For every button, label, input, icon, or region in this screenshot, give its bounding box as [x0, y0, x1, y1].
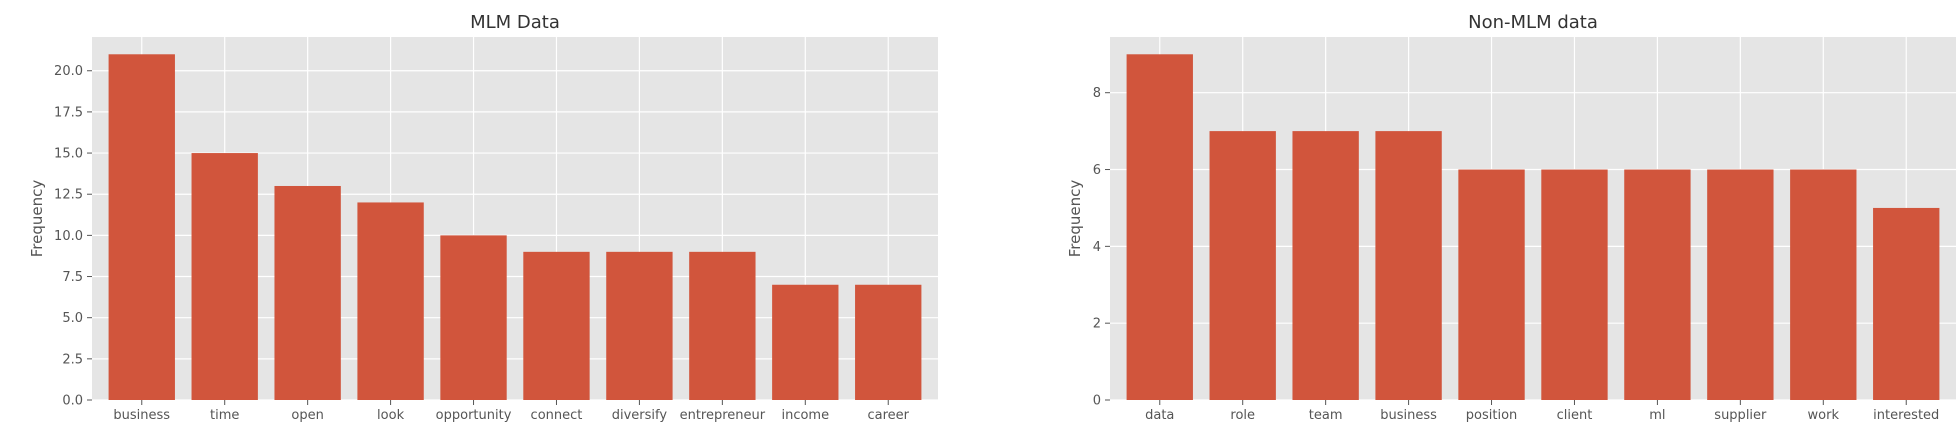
- bar-work: [1790, 169, 1857, 400]
- y-tick-label: 6: [1093, 163, 1101, 178]
- x-tick-label: career: [867, 408, 909, 423]
- bar-supplier: [1707, 169, 1774, 400]
- bar-ml: [1624, 169, 1691, 400]
- bar-role: [1209, 131, 1276, 400]
- x-tick-label: position: [1466, 408, 1518, 423]
- y-tick-label: 17.5: [54, 105, 83, 120]
- bar-data: [1126, 54, 1193, 401]
- y-tick-label: 8: [1093, 86, 1101, 101]
- x-tick-label: entrepreneur: [680, 408, 766, 423]
- x-tick-label: look: [377, 408, 405, 423]
- x-tick-label: interested: [1873, 408, 1939, 423]
- bar-diversify: [606, 251, 673, 400]
- bar-interested: [1873, 207, 1940, 400]
- y-axis-label: Frequency: [28, 180, 46, 258]
- y-tick-label: 15.0: [54, 147, 83, 162]
- y-tick-labels: 0.0 2.5 5.0 7.5 10.0 12.5 15.0 17.5 20.0: [54, 64, 83, 408]
- y-tick-label: 2: [1093, 317, 1101, 332]
- y-tick-label: 0: [1093, 394, 1101, 409]
- y-axis-label: Frequency: [1066, 180, 1084, 258]
- y-tick-label: 0.0: [62, 394, 83, 409]
- bar-position: [1458, 169, 1525, 400]
- bar-career: [855, 284, 922, 400]
- bar-open: [274, 185, 341, 400]
- bar-business: [1375, 131, 1442, 400]
- x-tick-label: team: [1309, 408, 1343, 423]
- mlm-data-chart: 0.0 2.5 5.0 7.5 10.0 12.5 15.0 17.5 20.0 busines…: [28, 12, 938, 423]
- x-tick-label: data: [1145, 408, 1174, 423]
- x-tick-label: work: [1808, 408, 1840, 423]
- bars: [108, 54, 922, 401]
- y-tick-label: 20.0: [54, 64, 83, 79]
- bar-income: [772, 284, 839, 400]
- bar-connect: [523, 251, 590, 400]
- y-tick-label: 10.0: [54, 229, 83, 244]
- bar-client: [1541, 169, 1608, 400]
- bar-look: [357, 202, 424, 400]
- x-tick-labels: business time open look opportunity connect di…: [113, 408, 909, 423]
- x-tick-label: time: [210, 408, 239, 423]
- x-tick-label: ml: [1649, 408, 1665, 423]
- y-tick-label: 5.0: [62, 311, 83, 326]
- non-mlm-data-chart: 0 2 4 6 8 data role team business position client…: [1066, 12, 1956, 423]
- bar-business: [108, 54, 175, 401]
- chart-title: MLM Data: [470, 12, 560, 33]
- x-tick-label: income: [781, 408, 829, 423]
- x-tick-label: diversify: [612, 408, 668, 423]
- x-tick-label: connect: [531, 408, 583, 423]
- tick-marks: [1105, 92, 1907, 405]
- y-tick-label: 7.5: [62, 270, 83, 285]
- x-tick-label: supplier: [1714, 408, 1767, 423]
- y-tick-label: 12.5: [54, 188, 83, 203]
- y-tick-label: 4: [1093, 240, 1101, 255]
- x-tick-label: role: [1230, 408, 1255, 423]
- tick-marks: [87, 70, 889, 405]
- x-tick-label: business: [113, 408, 170, 423]
- bar-time: [191, 153, 258, 400]
- chart-title: Non-MLM data: [1468, 12, 1598, 33]
- y-tick-label: 2.5: [62, 352, 83, 367]
- x-tick-label: client: [1557, 408, 1593, 423]
- y-tick-labels: 0 2 4 6 8: [1093, 86, 1101, 408]
- bar-team: [1292, 131, 1359, 400]
- bar-entrepreneur: [689, 251, 756, 400]
- x-tick-label: opportunity: [436, 408, 512, 423]
- bar-opportunity: [440, 235, 507, 400]
- x-tick-label: business: [1380, 408, 1437, 423]
- x-tick-label: open: [291, 408, 323, 423]
- x-tick-labels: data role team business position client ml supp…: [1145, 408, 1939, 423]
- bars: [1126, 54, 1940, 401]
